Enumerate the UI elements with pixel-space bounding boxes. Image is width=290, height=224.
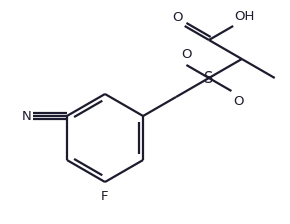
Text: O: O — [172, 11, 183, 24]
Text: O: O — [181, 48, 192, 61]
Text: OH: OH — [234, 10, 255, 23]
Text: O: O — [233, 95, 244, 108]
Text: N: N — [22, 110, 32, 123]
Text: S: S — [204, 71, 214, 86]
Text: F: F — [101, 190, 109, 203]
